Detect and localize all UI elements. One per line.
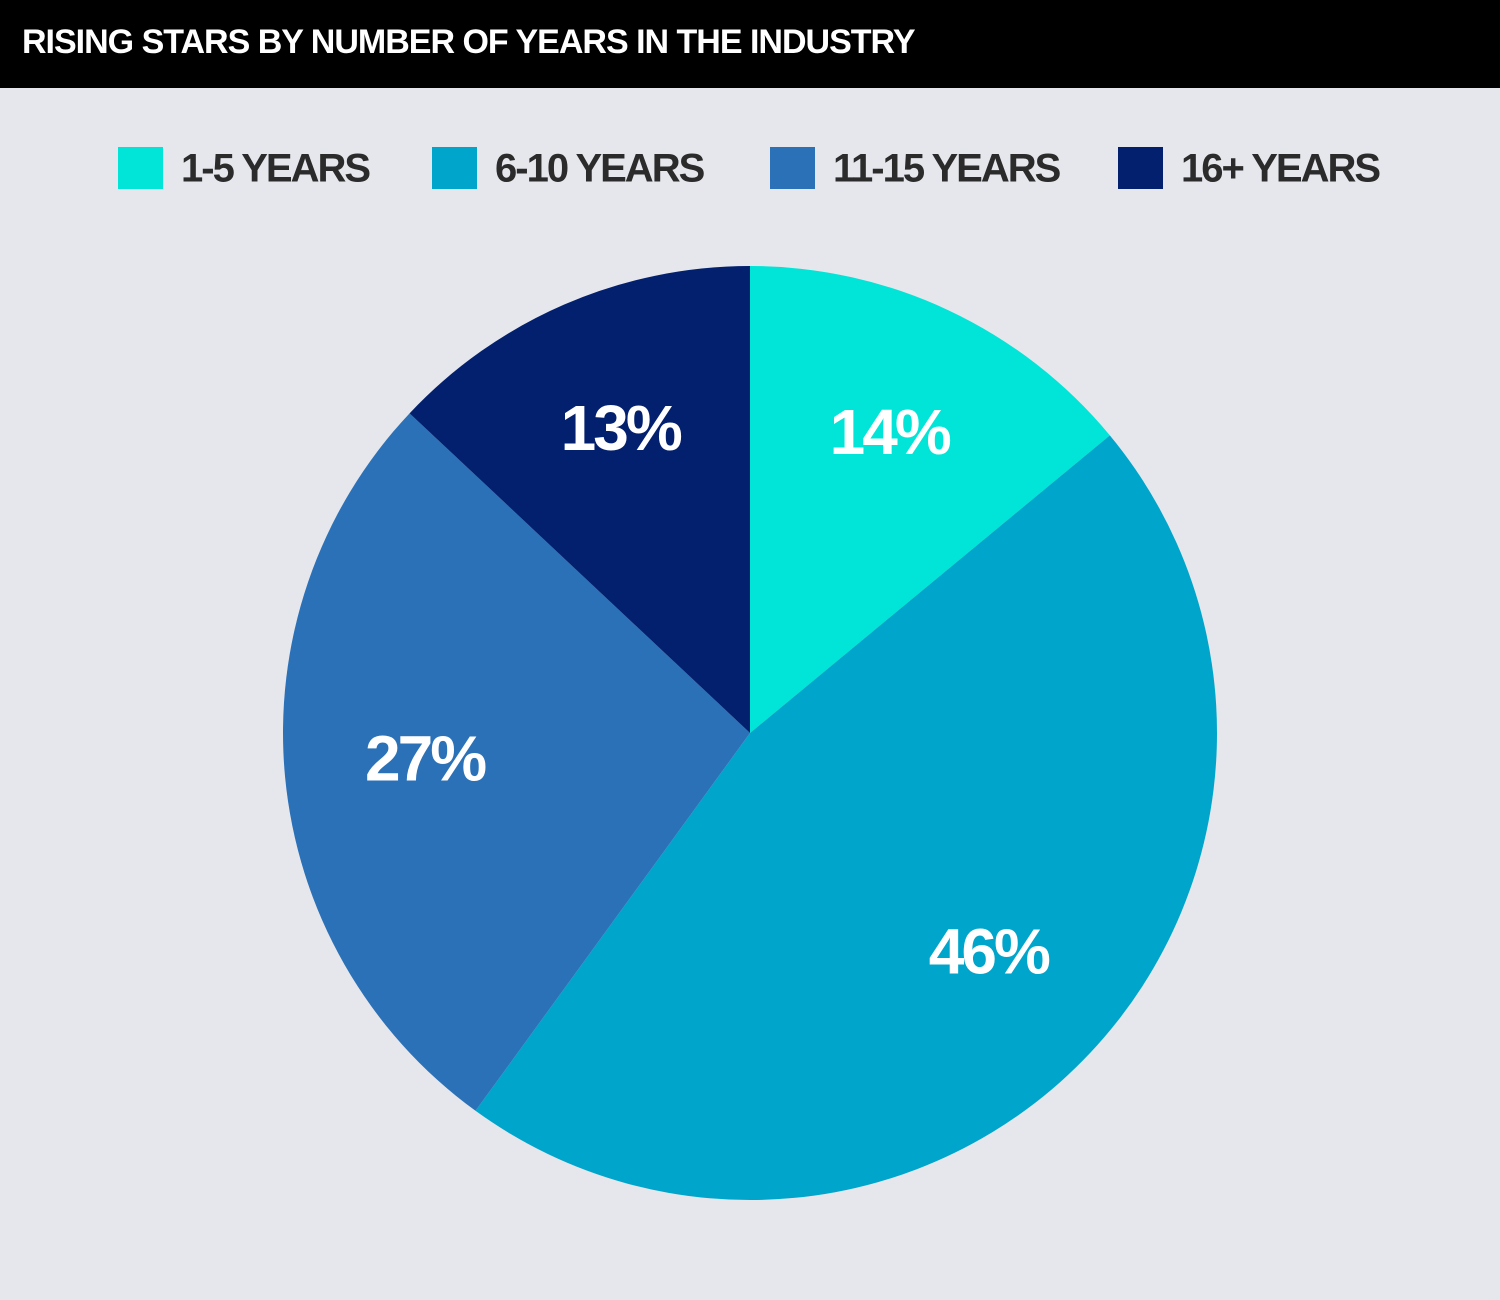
value-label: 14% — [830, 396, 951, 468]
legend-swatch — [118, 147, 163, 189]
value-label: 13% — [561, 392, 682, 464]
legend-label: 11-15 YEARS — [833, 147, 1061, 191]
legend-label: 1-5 YEARS — [181, 147, 370, 191]
value-label: 27% — [365, 723, 486, 795]
pie-slice — [409, 266, 750, 733]
value-label: 46% — [929, 916, 1050, 988]
legend-swatch — [770, 147, 815, 189]
legend-swatch — [432, 147, 477, 189]
legend-swatch — [1118, 147, 1163, 189]
title-bar — [0, 0, 1500, 88]
chart-title: RISING STARS BY NUMBER OF YEARS IN THE I… — [22, 23, 916, 61]
legend-label: 16+ YEARS — [1181, 147, 1380, 191]
legend-label: 6-10 YEARS — [495, 147, 705, 191]
pie-slice — [475, 435, 1217, 1200]
pie-slice — [750, 266, 1110, 733]
pie-slice — [282, 413, 750, 1111]
